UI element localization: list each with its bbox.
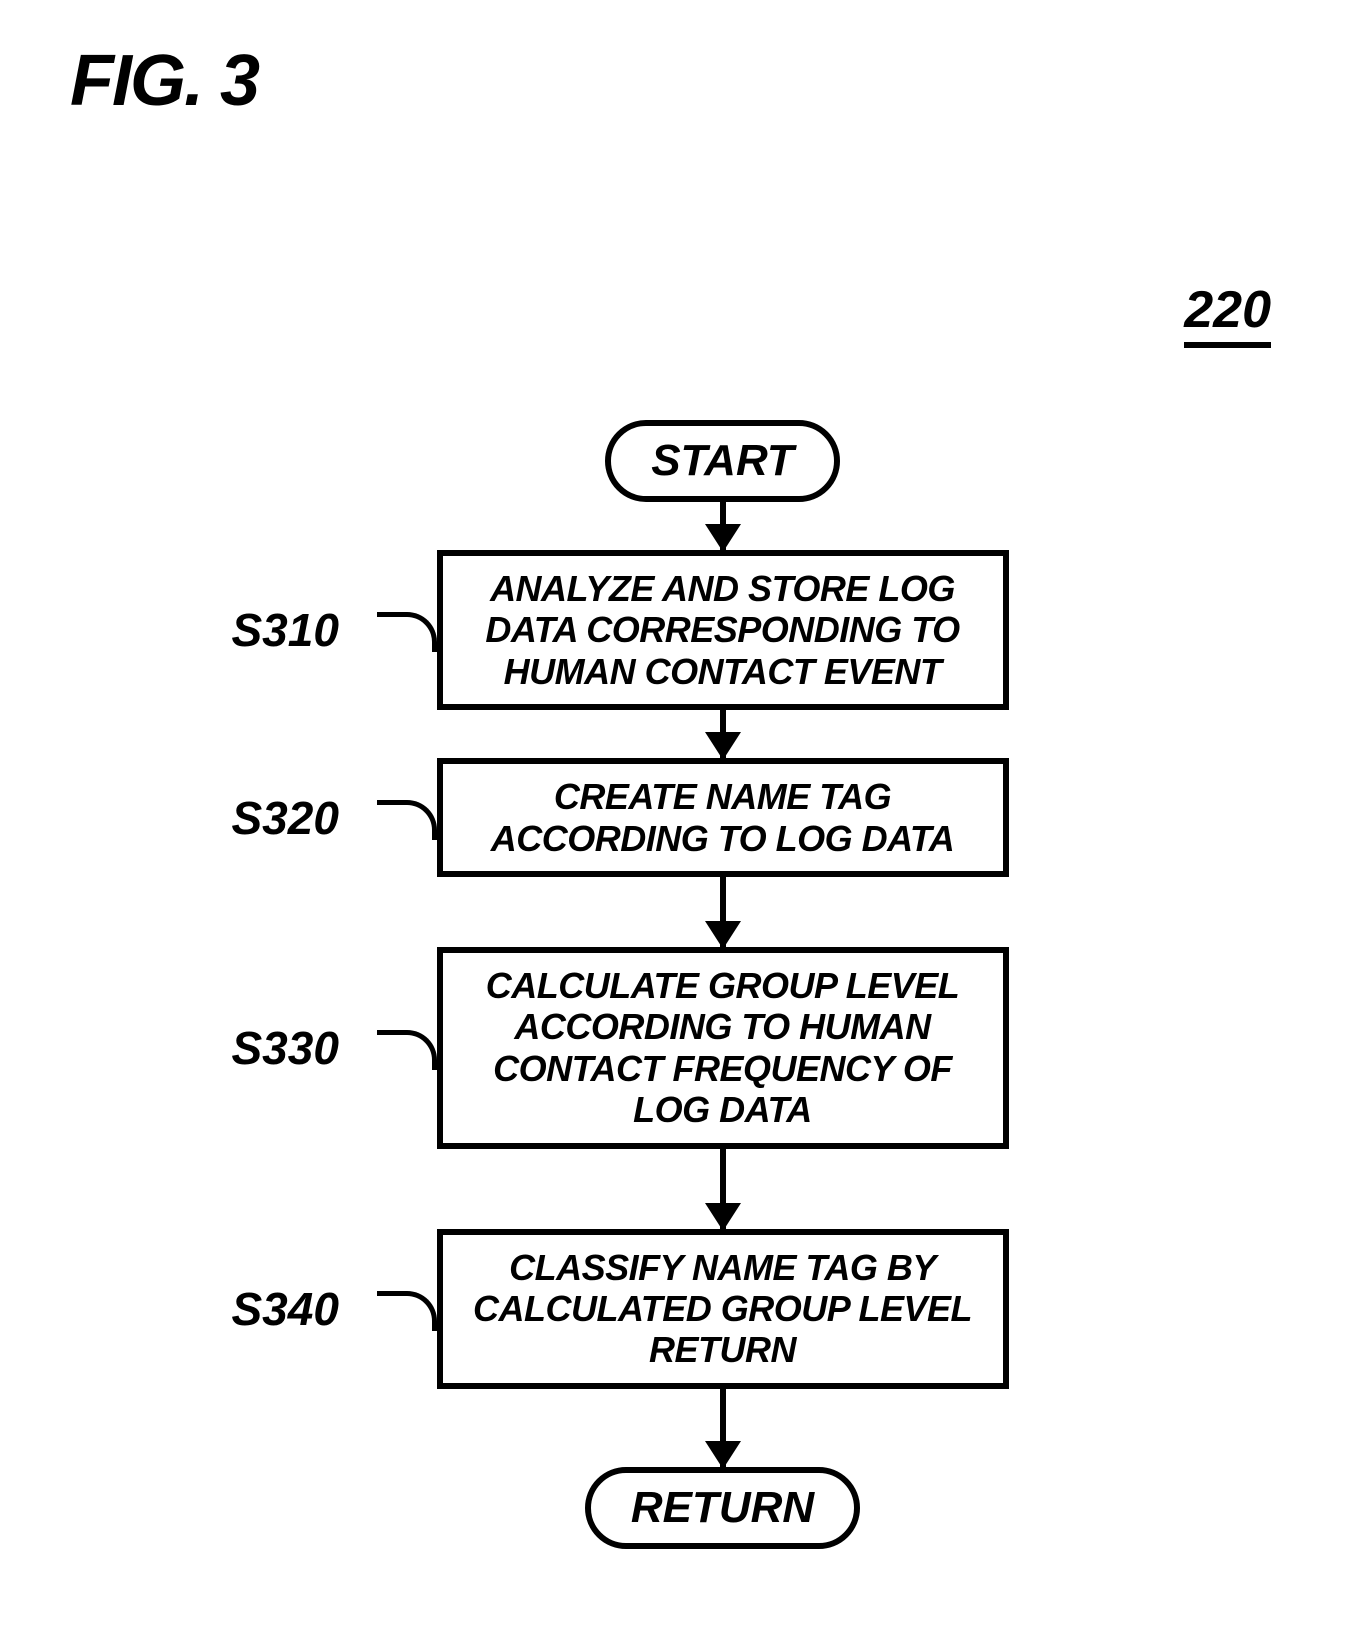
arrow-head-icon <box>705 921 741 949</box>
step-label-connector <box>377 1030 437 1070</box>
arrow-head-icon <box>705 524 741 552</box>
step-label-connector <box>377 612 437 652</box>
return-terminal-wrapper: RETURN <box>437 1467 1009 1549</box>
arrow <box>437 1149 1009 1229</box>
start-terminal: START <box>605 420 840 502</box>
step-label: S340 <box>232 1282 339 1336</box>
arrow-head-icon <box>705 1203 741 1231</box>
process-row: S340CLASSIFY NAME TAG BY CALCULATED GROU… <box>262 1229 1009 1389</box>
process-row: S310ANALYZE AND STORE LOG DATA CORRESPON… <box>262 550 1009 710</box>
step-label-connector <box>377 1291 437 1331</box>
arrow <box>437 1389 1009 1467</box>
arrow-head-icon <box>705 732 741 760</box>
step-label: S330 <box>232 1021 339 1075</box>
arrow <box>437 710 1009 758</box>
arrow <box>437 877 1009 947</box>
step-label: S320 <box>232 791 339 845</box>
step-label: S310 <box>232 603 339 657</box>
step-label-connector <box>377 800 437 840</box>
process-box: CREATE NAME TAG ACCORDING TO LOG DATA <box>437 758 1009 877</box>
arrow-head-icon <box>705 1441 741 1469</box>
process-row: S320CREATE NAME TAG ACCORDING TO LOG DAT… <box>262 758 1009 877</box>
start-terminal-wrapper: START <box>437 420 1009 502</box>
process-box: CALCULATE GROUP LEVEL ACCORDING TO HUMAN… <box>437 947 1009 1149</box>
return-terminal: RETURN <box>585 1467 860 1549</box>
reference-number: 220 <box>1184 280 1271 348</box>
process-box: CLASSIFY NAME TAG BY CALCULATED GROUP LE… <box>437 1229 1009 1389</box>
process-row: S330CALCULATE GROUP LEVEL ACCORDING TO H… <box>262 947 1009 1149</box>
process-box: ANALYZE AND STORE LOG DATA CORRESPONDING… <box>437 550 1009 710</box>
flowchart-container: START S310ANALYZE AND STORE LOG DATA COR… <box>260 420 1010 1549</box>
figure-label: FIG. 3 <box>70 40 258 122</box>
arrow <box>437 502 1009 550</box>
